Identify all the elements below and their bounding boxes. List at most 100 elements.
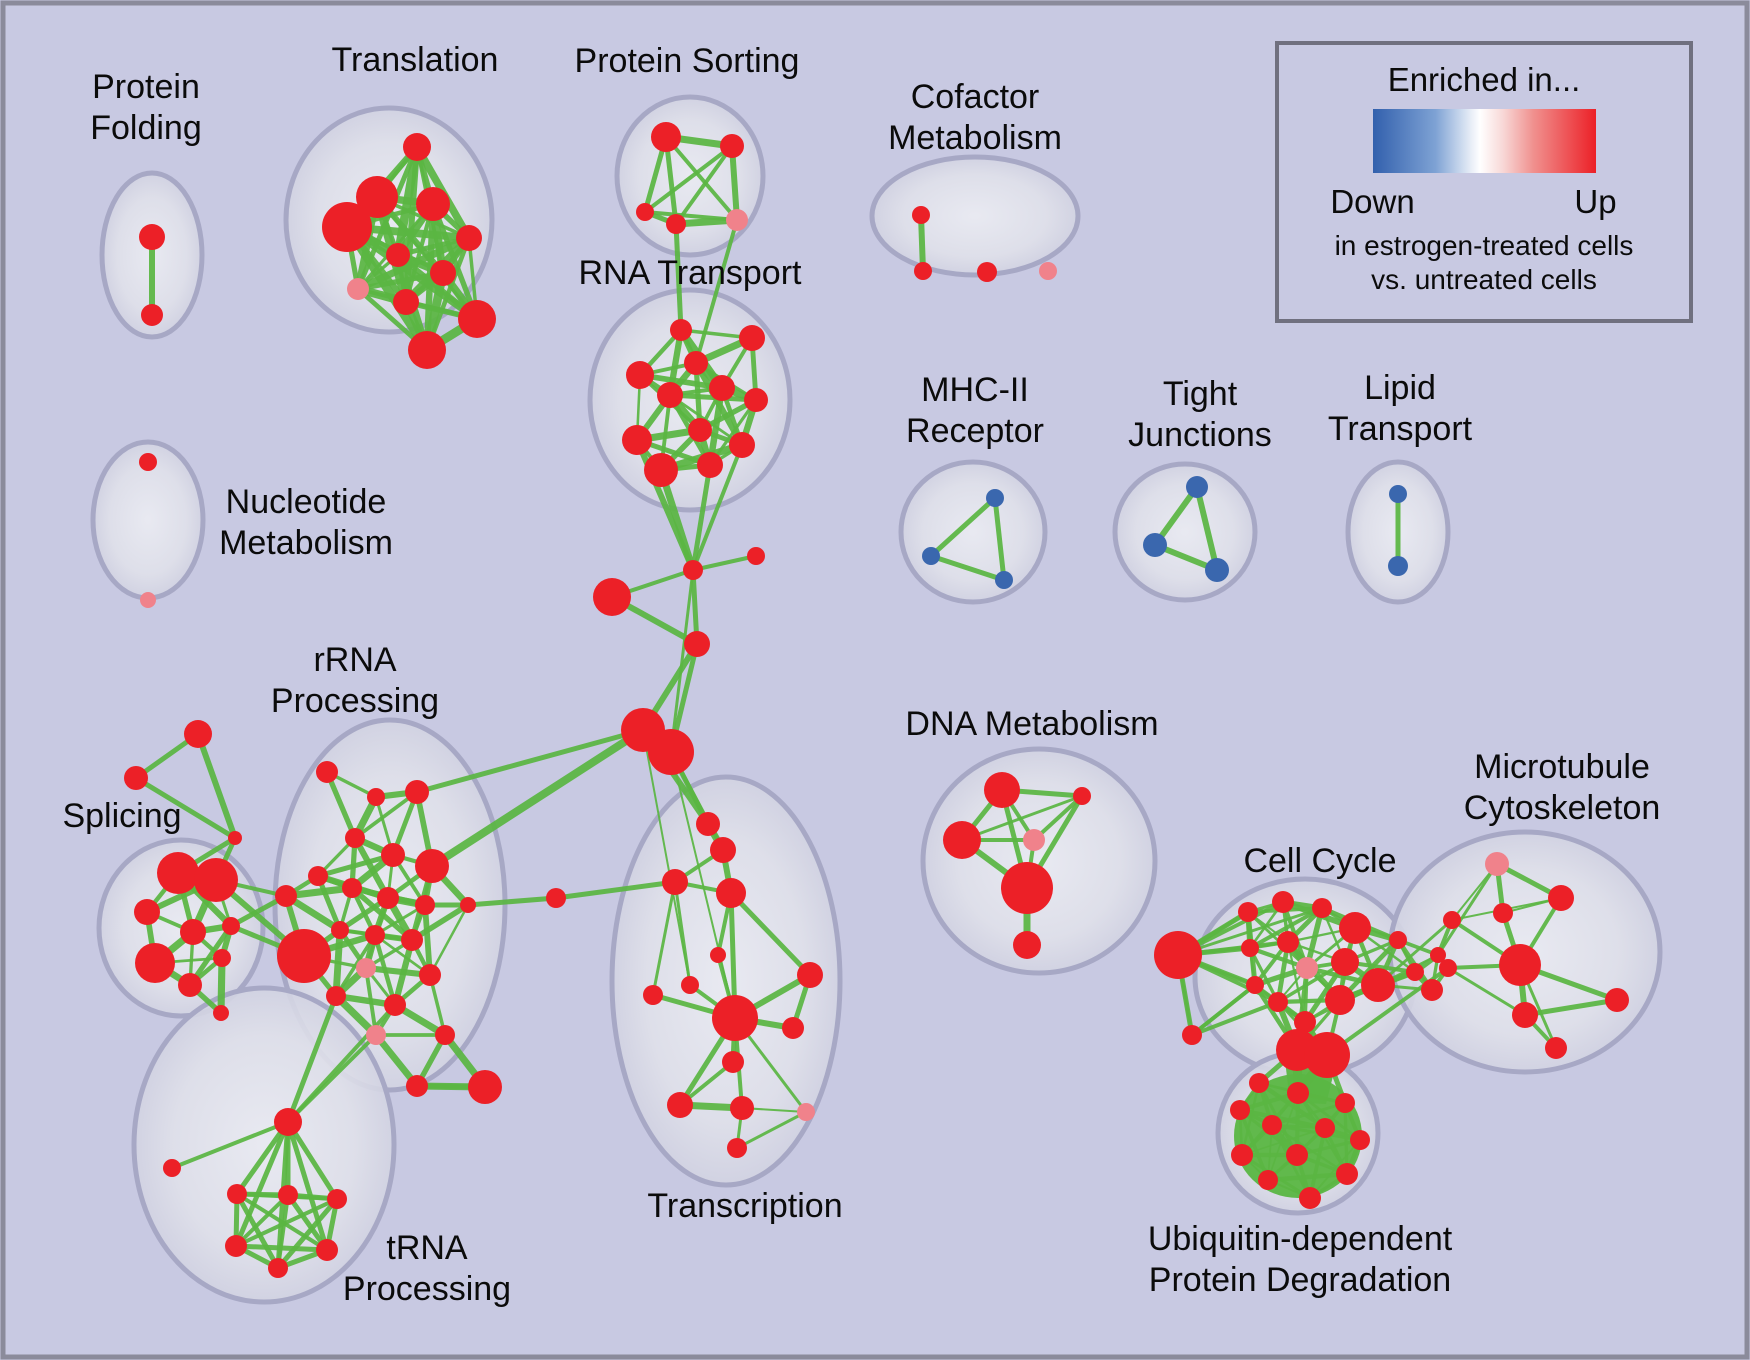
- rrna_processing-node: [460, 897, 476, 913]
- cell_cycle-node: [1430, 947, 1446, 963]
- edge: [691, 554, 758, 572]
- rrna_processing-node: [415, 849, 449, 883]
- cofactor_metabolism-label: Metabolism: [888, 119, 1062, 157]
- legend-caption-line2: vs. untreated cells: [1371, 264, 1597, 295]
- ubiquitin_degradation-node: [1287, 1082, 1309, 1104]
- dna_metabolism-node: [984, 772, 1020, 808]
- spine-node: [684, 631, 710, 657]
- cell_cycle-node: [1304, 1032, 1350, 1078]
- transcription-node: [681, 976, 699, 994]
- edge: [960, 794, 1084, 842]
- transcription-node: [782, 1017, 804, 1039]
- cell_cycle-node: [1241, 939, 1259, 957]
- edge: [992, 495, 1007, 583]
- edge: [918, 212, 926, 274]
- cell_cycle-node: [1268, 992, 1288, 1012]
- rrna_processing-node: [331, 921, 349, 939]
- cofactor_metabolism-node: [914, 262, 932, 280]
- edge: [553, 879, 678, 901]
- edge: [691, 443, 744, 572]
- edge: [275, 1196, 340, 1271]
- edge: [1237, 1107, 1328, 1131]
- edge: [670, 751, 736, 1019]
- dna_metabolism-node: [1013, 931, 1041, 959]
- ubiquitin_degradation-node: [1350, 1130, 1370, 1150]
- cofactor_metabolism-label: Cofactor: [911, 78, 1040, 116]
- edge: [1436, 862, 1499, 957]
- microtubule_cytoskeleton-node: [1439, 959, 1457, 977]
- layer-nodes: [124, 122, 1629, 1278]
- edge: [735, 1110, 808, 1150]
- splicing-node: [178, 973, 202, 997]
- transcription-node: [722, 1051, 744, 1073]
- edge: [170, 1120, 290, 1170]
- protein_sorting-node: [666, 214, 686, 234]
- splicing-node: [135, 943, 175, 983]
- ubiquitin_degradation-node: [1335, 1093, 1355, 1113]
- cell_cycle-label: Cell Cycle: [1243, 842, 1396, 880]
- rna_transport-node: [744, 388, 768, 412]
- nucleotide_metabolism-node: [140, 592, 156, 608]
- transcription-node: [716, 878, 746, 908]
- legend-gradient-wrap: Down Up: [1330, 109, 1617, 220]
- microtubule_cytoskeleton-label: Microtubule: [1474, 748, 1650, 786]
- edge: [651, 880, 677, 997]
- splicing-node: [213, 1005, 229, 1021]
- edge: [285, 1119, 330, 1253]
- edge: [928, 553, 1007, 583]
- rrna_processing-node: [468, 1070, 502, 1104]
- trna_processing-label: tRNA: [386, 1229, 468, 1267]
- rna_transport-node: [670, 319, 692, 341]
- trna_processing-label: Processing: [343, 1270, 511, 1308]
- transcription-node: [643, 985, 663, 1005]
- spine-node: [747, 547, 765, 565]
- transcription-label: Transcription: [647, 1187, 842, 1225]
- protein_folding-label: Protein: [92, 68, 200, 106]
- splicing-node: [134, 899, 160, 925]
- edge: [332, 926, 344, 1000]
- triangle_group-node: [184, 720, 212, 748]
- translation-node: [393, 289, 419, 315]
- edge: [1270, 1123, 1362, 1142]
- transcription-node: [730, 1096, 754, 1120]
- mhc_ii_receptor-label: MHC-II: [921, 371, 1029, 409]
- protein_folding-node: [141, 304, 163, 326]
- cell_cycle-node: [1406, 963, 1424, 981]
- edge: [422, 902, 433, 978]
- ubiquitin_degradation-node: [1258, 1170, 1278, 1190]
- rrna_processing-node: [366, 1025, 386, 1045]
- trna_processing-node: [316, 1239, 338, 1261]
- cofactor_metabolism-node: [912, 206, 930, 224]
- edge: [465, 895, 559, 908]
- translation-node: [456, 225, 482, 251]
- dna_metabolism-node: [943, 821, 981, 859]
- ubiquitin_degradation-label: Protein Degradation: [1149, 1261, 1451, 1299]
- trna_processing-node: [227, 1184, 247, 1204]
- legend-up-label: Up: [1574, 183, 1617, 220]
- mhc_ii_receptor-label: Receptor: [906, 412, 1044, 450]
- edge: [414, 727, 646, 795]
- protein_sorting-node: [726, 209, 748, 231]
- rna_transport-node: [657, 382, 683, 408]
- transcription-node: [712, 995, 758, 1041]
- edge: [673, 221, 684, 333]
- rna_transport-node: [729, 432, 755, 458]
- tight_junctions-node: [1205, 558, 1229, 582]
- rrna_processing-node: [365, 925, 385, 945]
- translation-node: [416, 187, 450, 221]
- nucleotide_metabolism-node: [139, 453, 157, 471]
- triangle_group-node: [124, 766, 148, 790]
- ubiquitin_degradation-node: [1315, 1118, 1335, 1138]
- edge: [133, 775, 238, 841]
- lipid_transport-node: [1388, 556, 1408, 576]
- cofactor_metabolism-node: [977, 262, 997, 282]
- protein_sorting-label: Protein Sorting: [575, 42, 800, 80]
- microtubule_cytoskeleton-node: [1493, 903, 1513, 923]
- rna_transport-node: [622, 425, 652, 455]
- splicing-node: [194, 858, 238, 902]
- edge: [233, 1243, 330, 1253]
- edge: [428, 903, 470, 977]
- translation-node: [356, 176, 398, 218]
- transcription-node: [797, 1103, 815, 1121]
- microtubule_cytoskeleton-node: [1499, 944, 1541, 986]
